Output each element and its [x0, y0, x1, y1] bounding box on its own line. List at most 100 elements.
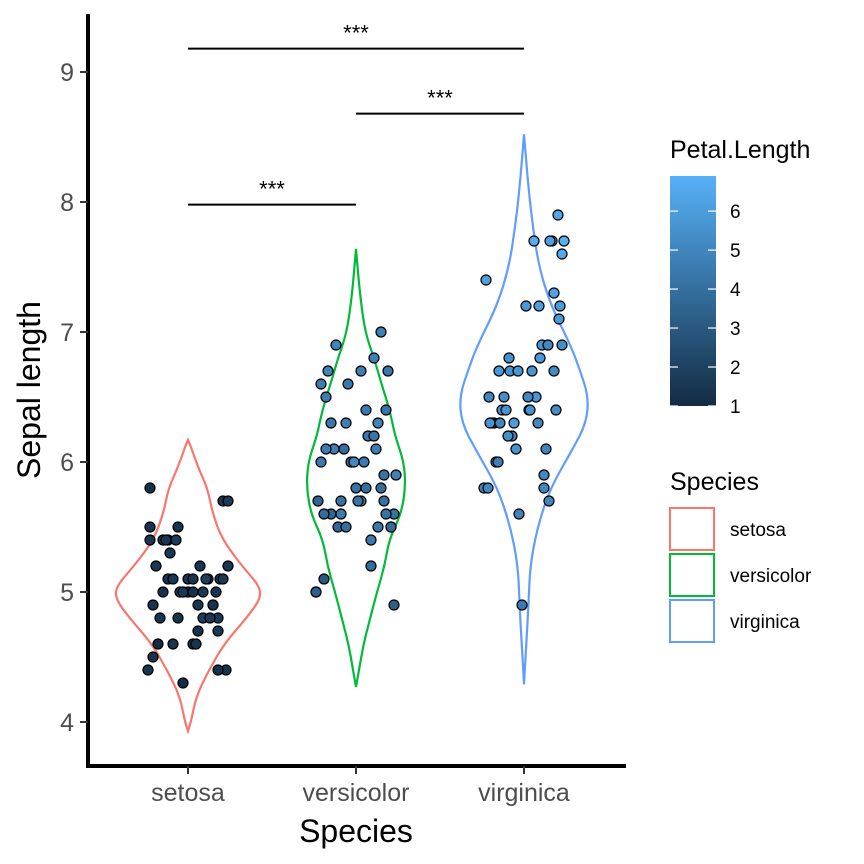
- colorbar-legend: Petal.Length 1 2 3 4 5 6: [670, 136, 810, 418]
- point-virginica: [552, 209, 564, 221]
- point-virginica: [533, 300, 545, 312]
- point-setosa: [160, 534, 172, 546]
- y-tick-label: 4: [60, 709, 74, 737]
- point-virginica: [500, 404, 512, 416]
- point-versicolor: [320, 391, 332, 403]
- point-virginica: [520, 300, 532, 312]
- point-versicolor: [330, 339, 342, 351]
- colorbar-tick-label: 1: [730, 397, 741, 418]
- point-virginica: [502, 430, 514, 442]
- point-versicolor: [318, 508, 330, 520]
- point-setosa: [157, 586, 169, 598]
- point-versicolor: [320, 443, 332, 455]
- legend-title: Species: [670, 468, 759, 496]
- x-axis-title: Species: [299, 813, 413, 849]
- violin-setosa: [114, 437, 262, 735]
- point-versicolor: [365, 534, 377, 546]
- legend-items: setosa versicolor virginica: [669, 507, 812, 643]
- point-versicolor: [378, 495, 390, 507]
- point-setosa: [192, 625, 204, 637]
- y-tick-label: 9: [60, 59, 74, 87]
- point-virginica: [558, 235, 570, 247]
- species-legend: Species setosa versicolor virginica: [669, 468, 812, 643]
- colorbar-tick-label: 5: [730, 241, 741, 262]
- point-versicolor: [372, 521, 384, 533]
- point-setosa: [222, 495, 234, 507]
- point-setosa: [207, 599, 219, 611]
- point-versicolor: [335, 495, 347, 507]
- point-virginica: [528, 235, 540, 247]
- point-versicolor: [350, 482, 362, 494]
- point-setosa: [222, 560, 234, 572]
- point-setosa: [200, 573, 212, 585]
- point-versicolor: [325, 417, 337, 429]
- axes: [86, 14, 626, 768]
- point-versicolor: [338, 443, 350, 455]
- point-versicolor: [360, 404, 372, 416]
- point-setosa: [144, 521, 156, 533]
- point-virginica: [556, 248, 568, 260]
- point-virginica: [544, 235, 556, 247]
- legend-key-virginica: [669, 599, 715, 643]
- y-tick-label: 8: [60, 189, 74, 217]
- y-tick-label: 7: [60, 319, 74, 347]
- y-axis-title: Sepal length: [11, 301, 47, 479]
- violin-versicolor: [305, 248, 407, 688]
- point-versicolor: [372, 417, 384, 429]
- point-versicolor: [318, 573, 330, 585]
- point-setosa: [194, 560, 206, 572]
- point-virginica: [508, 417, 520, 429]
- point-virginica: [480, 274, 492, 286]
- point-setosa: [167, 638, 179, 650]
- point-setosa: [170, 534, 182, 546]
- point-virginica: [498, 391, 510, 403]
- point-setosa: [212, 625, 224, 637]
- legend-key-versicolor: [669, 553, 715, 597]
- legend-label-setosa: setosa: [730, 520, 786, 541]
- point-virginica: [534, 352, 546, 364]
- point-setosa: [152, 638, 164, 650]
- colorbar-ticks: 1 2 3 4 5 6: [670, 202, 741, 418]
- colorbar-tick-label: 4: [730, 280, 741, 301]
- point-setosa: [217, 573, 229, 585]
- point-virginica: [510, 443, 522, 455]
- significance-label: ***: [259, 177, 285, 202]
- colorbar-title: Petal.Length: [670, 136, 810, 164]
- point-setosa: [164, 547, 176, 559]
- point-versicolor: [368, 430, 380, 442]
- colorbar-gradient: [670, 176, 716, 406]
- point-versicolor: [342, 378, 354, 390]
- legend-label-virginica: virginica: [730, 612, 800, 633]
- point-setosa: [177, 677, 189, 689]
- points-layer: [142, 209, 570, 689]
- point-virginica: [538, 482, 550, 494]
- point-setosa: [150, 560, 162, 572]
- point-virginica: [548, 365, 560, 377]
- point-versicolor: [315, 456, 327, 468]
- point-versicolor: [365, 560, 377, 572]
- x-ticks: setosa versicolor virginica: [151, 766, 570, 807]
- x-tick-label-virginica: virginica: [478, 779, 570, 807]
- point-versicolor: [375, 482, 387, 494]
- colorbar-tick-label: 3: [730, 319, 741, 340]
- point-virginica: [548, 287, 560, 299]
- point-versicolor: [382, 365, 394, 377]
- point-versicolor: [380, 404, 392, 416]
- point-virginica: [494, 417, 506, 429]
- point-versicolor: [378, 469, 390, 481]
- point-versicolor: [322, 365, 334, 377]
- point-virginica: [542, 339, 554, 351]
- point-setosa: [197, 586, 209, 598]
- point-virginica: [482, 482, 494, 494]
- violin-virginica: [459, 134, 589, 685]
- point-versicolor: [360, 482, 372, 494]
- point-versicolor: [310, 586, 322, 598]
- point-setosa: [204, 612, 216, 624]
- point-virginica: [522, 391, 534, 403]
- point-setosa: [210, 586, 222, 598]
- y-tick-label: 6: [60, 449, 74, 477]
- point-setosa: [142, 664, 154, 676]
- point-virginica: [516, 599, 528, 611]
- point-virginica: [540, 443, 552, 455]
